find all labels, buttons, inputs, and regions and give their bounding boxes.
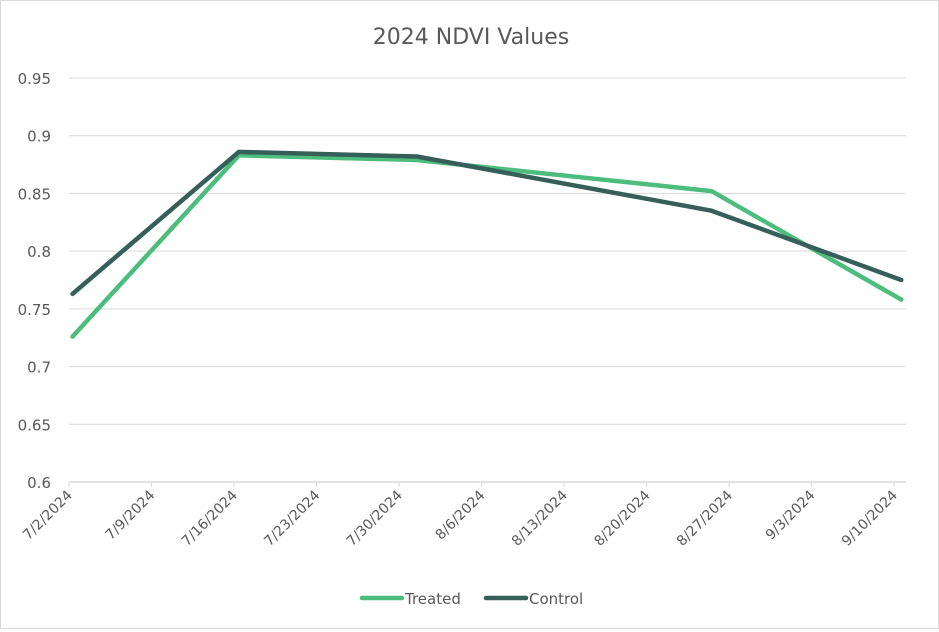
y-tick-label: 0.65 xyxy=(18,416,51,434)
y-tick-label: 0.7 xyxy=(27,359,51,377)
x-tick-label: 7/9/2024 xyxy=(103,487,159,543)
y-tick-label: 0.95 xyxy=(18,70,51,88)
y-tick-label: 0.8 xyxy=(27,243,51,261)
series-line-control xyxy=(73,152,902,294)
x-tick-label: 9/10/2024 xyxy=(839,487,901,549)
x-tick-label: 7/2/2024 xyxy=(20,487,76,543)
legend-item-control: Control xyxy=(486,590,583,608)
x-tick-label: 7/23/2024 xyxy=(261,487,323,549)
y-tick-label: 0.6 xyxy=(27,474,51,492)
x-tick-label: 9/3/2024 xyxy=(763,487,819,543)
y-tick-label: 0.85 xyxy=(18,185,51,203)
legend: Treated Control xyxy=(362,590,583,608)
y-tick-label: 0.9 xyxy=(27,128,51,146)
legend-label: Treated xyxy=(404,590,461,608)
legend-item-treated: Treated xyxy=(362,590,461,608)
series-line-treated xyxy=(73,155,902,336)
x-axis: 7/2/2024 7/9/2024 7/16/2024 7/23/2024 7/30/2… xyxy=(20,482,906,550)
gridlines xyxy=(69,78,906,482)
x-tick-label: 8/20/2024 xyxy=(591,487,653,549)
x-tick-label: 8/27/2024 xyxy=(674,487,736,549)
y-tick-label: 0.75 xyxy=(18,301,51,319)
x-tick-label: 8/13/2024 xyxy=(509,487,571,549)
x-tick-label: 7/30/2024 xyxy=(344,487,406,549)
y-axis: 0.6 0.65 0.7 0.75 0.8 0.85 0.9 0.95 xyxy=(18,70,51,492)
legend-label: Control xyxy=(529,590,583,608)
x-tick-label: 7/16/2024 xyxy=(179,487,241,549)
x-tick-label: 8/6/2024 xyxy=(433,487,489,543)
chart-title: 2024 NDVI Values xyxy=(373,25,569,50)
